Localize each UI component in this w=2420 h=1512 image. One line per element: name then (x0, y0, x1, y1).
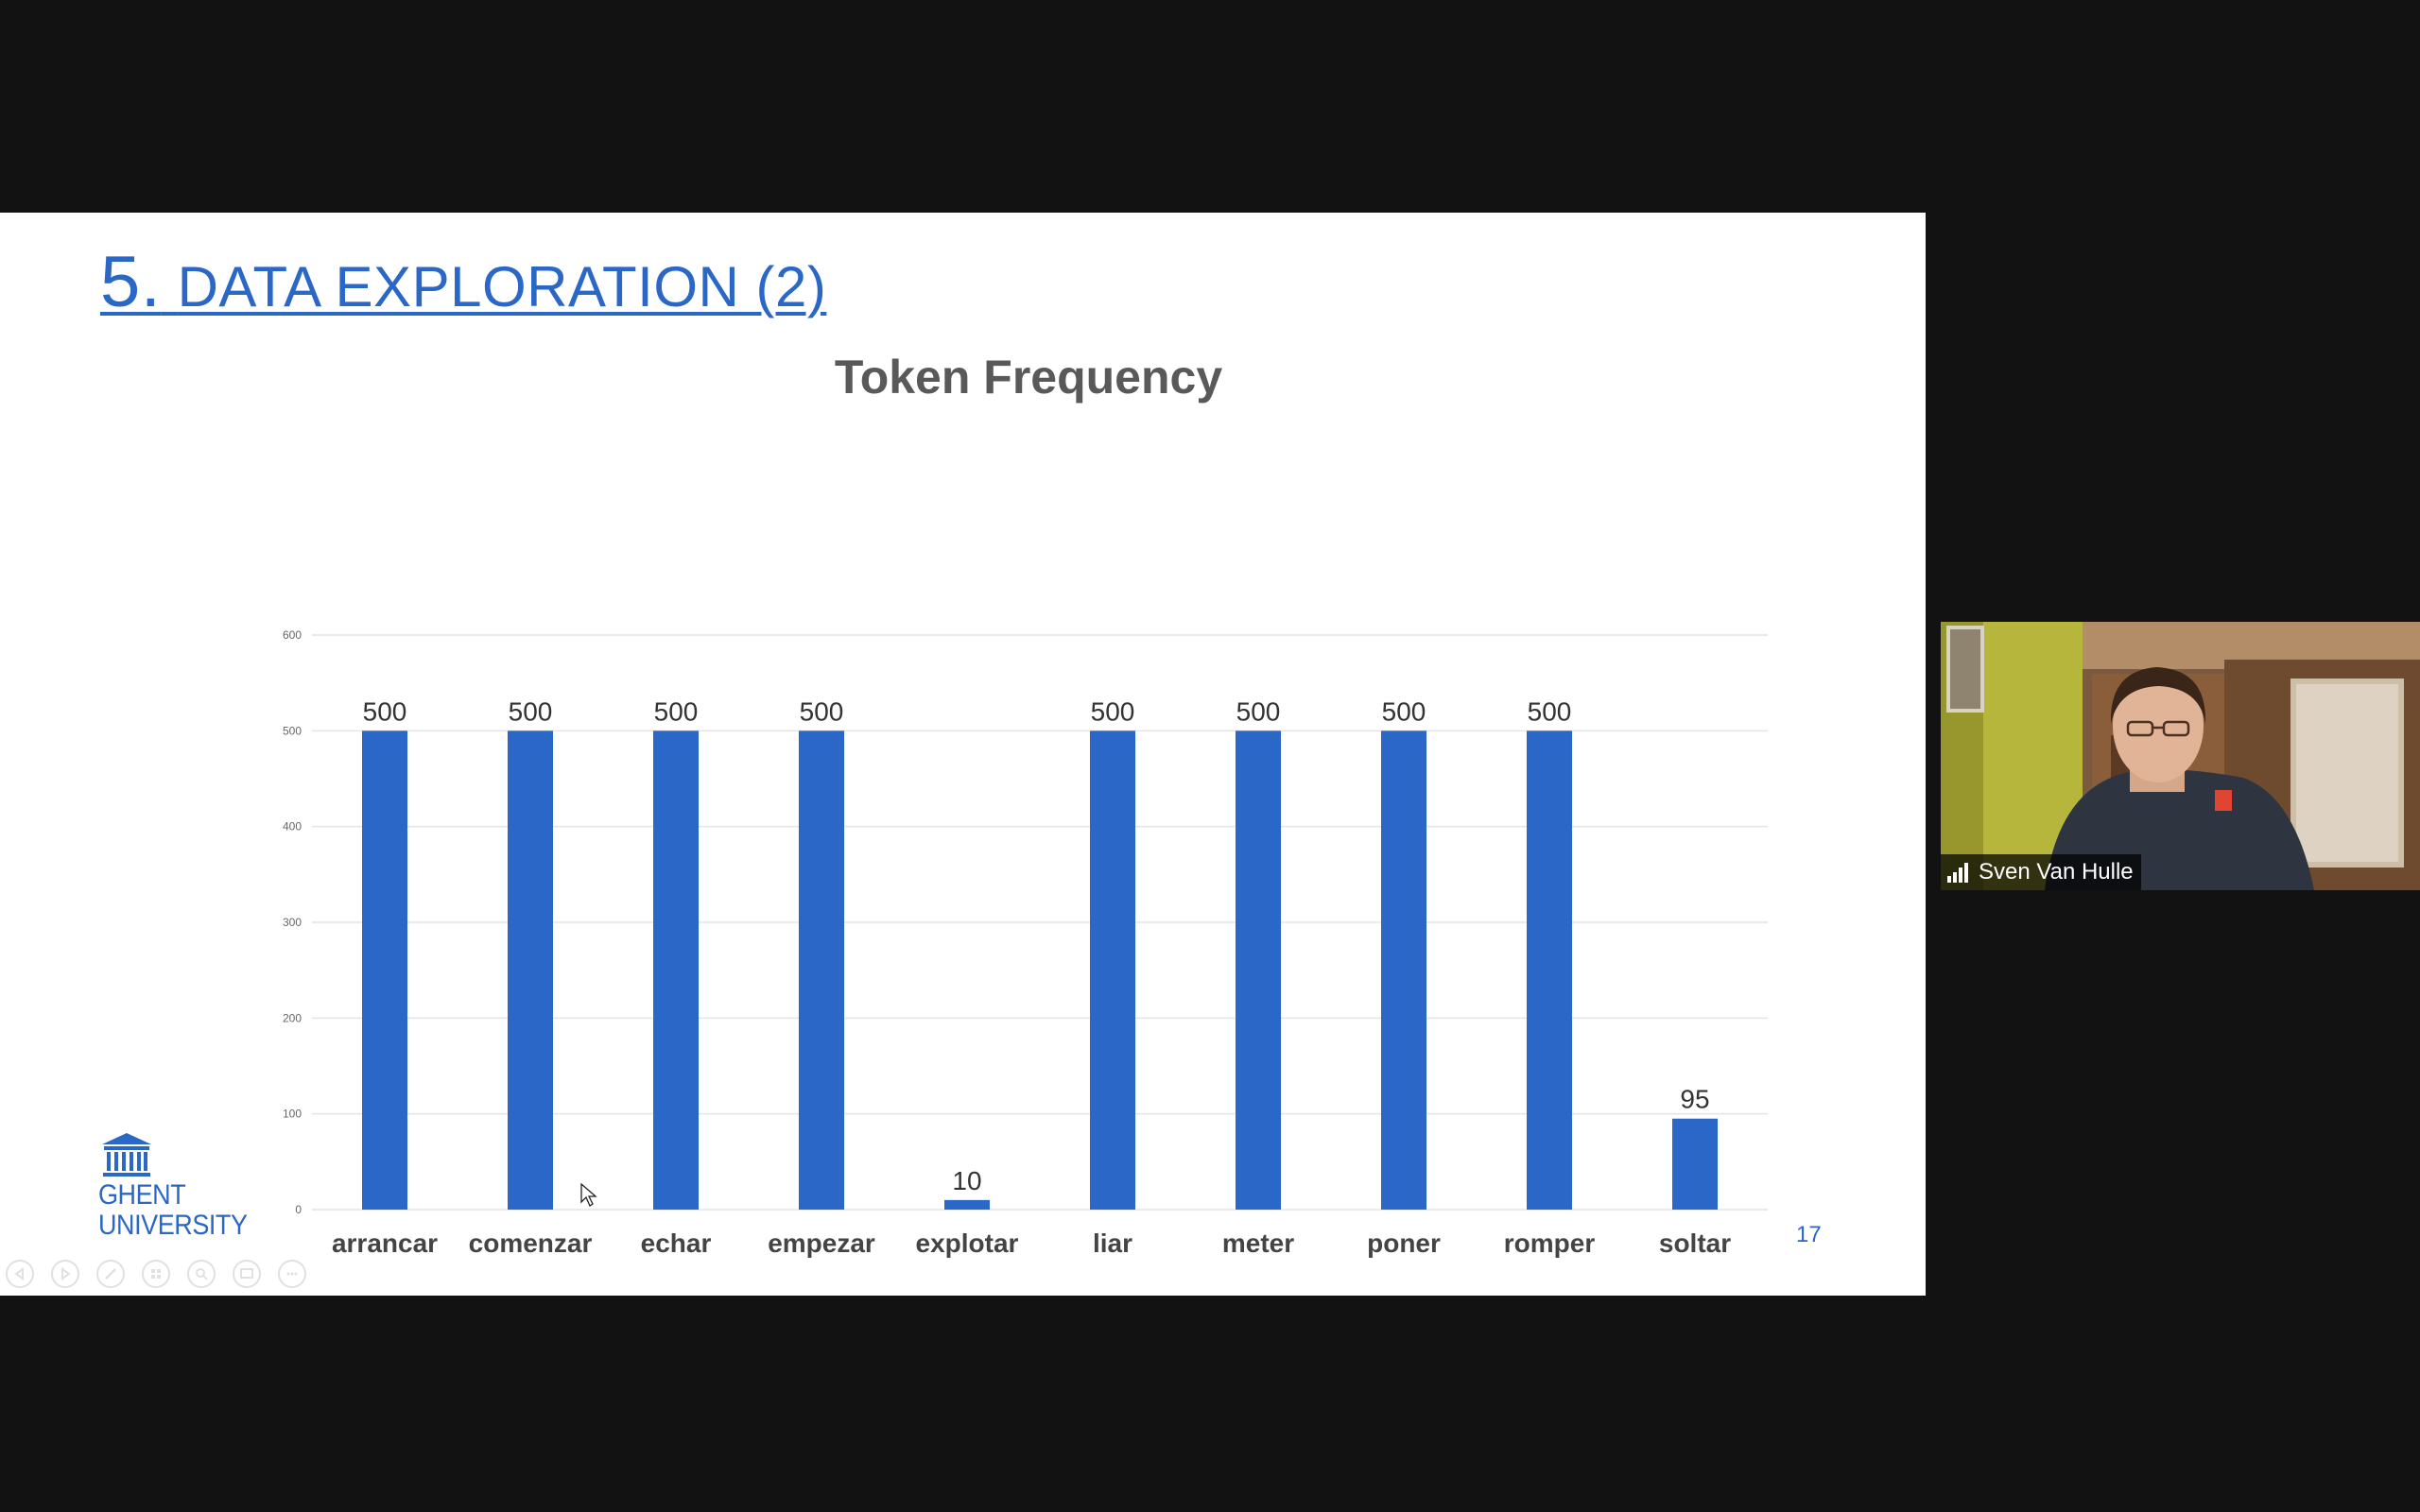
university-building-icon (102, 1133, 151, 1177)
slide-title: 5. DATA EXPLORATION (2) (100, 241, 826, 323)
participant-name-tag: Sven Van Hulle (1941, 854, 2141, 890)
bar-explotar (944, 1199, 990, 1210)
x-tick-label-explotar: explotar (916, 1228, 1019, 1258)
bar-empezar (799, 730, 844, 1210)
bar-soltar (1672, 1118, 1718, 1210)
logo-line-2: UNIVERSITY (98, 1210, 248, 1241)
y-tick-label: 600 (283, 628, 302, 642)
data-label-arrancar: 500 (363, 696, 407, 726)
data-label-empezar: 500 (800, 696, 844, 726)
x-tick-label-echar: echar (641, 1228, 712, 1258)
signal-strength-icon (1947, 863, 1968, 883)
chart-data-labels: 500 500 500 500 10 500 500 500 500 95 (363, 696, 1710, 1195)
bar-meter (1236, 730, 1281, 1210)
x-tick-label-comenzar: comenzar (469, 1228, 593, 1258)
data-label-poner: 500 (1382, 696, 1426, 726)
bar-echar (653, 730, 699, 1210)
y-tick-label: 400 (283, 820, 302, 833)
x-tick-label-empezar: empezar (768, 1228, 875, 1258)
y-tick-label: 300 (283, 916, 302, 929)
x-tick-label-poner: poner (1367, 1228, 1441, 1258)
screen-icon[interactable] (233, 1260, 261, 1288)
x-tick-label-soltar: soltar (1659, 1228, 1731, 1258)
more-options-icon[interactable] (278, 1260, 306, 1288)
y-tick-label: 100 (283, 1108, 302, 1121)
data-label-meter: 500 (1236, 696, 1281, 726)
bar-romper (1527, 730, 1572, 1210)
bar-arrancar (362, 730, 407, 1210)
x-tick-label-meter: meter (1222, 1228, 1294, 1258)
y-tick-label: 0 (295, 1203, 302, 1216)
data-label-romper: 500 (1528, 696, 1572, 726)
x-tick-label-arrancar: arrancar (332, 1228, 438, 1258)
chart-gridlines (312, 634, 1768, 1211)
zoom-icon[interactable] (187, 1260, 216, 1288)
mouse-cursor-icon (580, 1183, 597, 1207)
next-slide-icon[interactable] (51, 1260, 79, 1288)
data-label-echar: 500 (654, 696, 699, 726)
x-tick-label-romper: romper (1504, 1228, 1596, 1258)
data-label-explotar: 10 (952, 1166, 981, 1195)
pen-icon[interactable] (96, 1260, 125, 1288)
participant-name: Sven Van Hulle (1979, 859, 2134, 885)
bar-comenzar (508, 730, 553, 1210)
y-tick-label: 500 (283, 724, 302, 737)
slide-title-number: 5. (100, 242, 162, 322)
x-tick-label-liar: liar (1093, 1228, 1132, 1258)
bar-liar (1090, 730, 1135, 1210)
bar-poner (1381, 730, 1426, 1210)
y-tick-label: 200 (283, 1011, 302, 1024)
slide-page-number: 17 (1796, 1222, 1822, 1247)
chart-bars (362, 730, 1718, 1210)
participant-video-feed (1941, 622, 2420, 890)
participant-video-tile[interactable]: Sven Van Hulle (1941, 622, 2420, 890)
data-label-comenzar: 500 (509, 696, 553, 726)
chart-title: Token Frequency (835, 351, 1222, 404)
x-axis-tick-labels: arrancar comenzar echar empezar explotar liar… (332, 1228, 1731, 1258)
logo-line-1: GHENT (98, 1179, 186, 1211)
data-label-liar: 500 (1091, 696, 1135, 726)
presenter-toolbar (6, 1260, 306, 1288)
previous-slide-icon[interactable] (6, 1260, 34, 1288)
y-axis-tick-labels: 0 100 200 300 400 500 600 (283, 628, 302, 1216)
presentation-slide: 5. DATA EXPLORATION (2) Token Frequency … (0, 213, 1926, 1296)
data-label-soltar: 95 (1680, 1085, 1709, 1114)
slide-title-text: DATA EXPLORATION (2) (177, 255, 827, 318)
ghent-university-logo: GHENT UNIVERSITY (98, 1131, 250, 1241)
slides-grid-icon[interactable] (142, 1260, 170, 1288)
